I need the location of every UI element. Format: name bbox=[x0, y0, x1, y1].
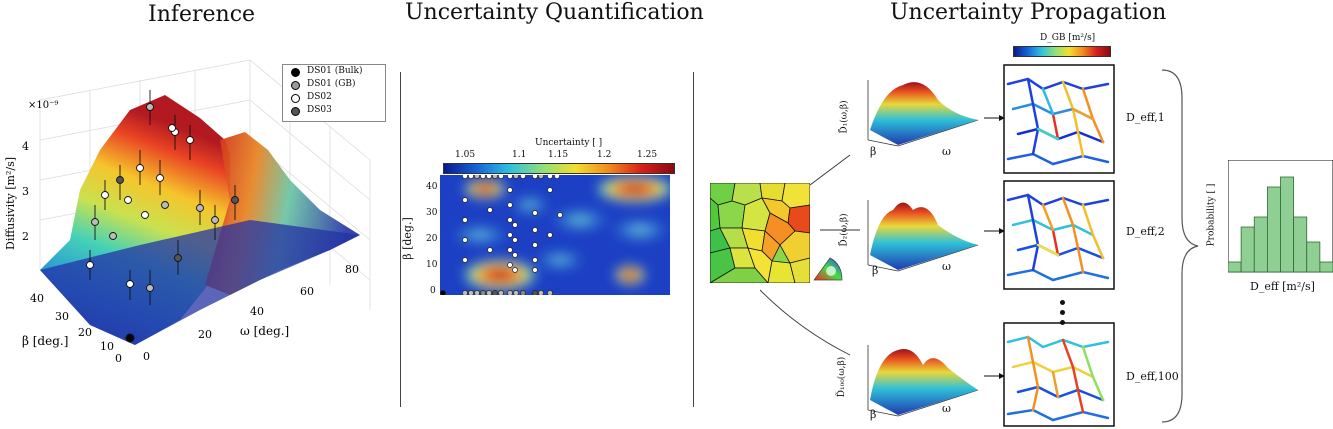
uq-y-label: β [deg.] bbox=[400, 217, 414, 260]
legend-label-ds02: DS02 bbox=[307, 92, 332, 102]
deff-label-2: D_eff,2 bbox=[1126, 225, 1165, 238]
uq-cbar-tick-1: 1.05 bbox=[455, 150, 476, 160]
z-tick-2: 2 bbox=[22, 230, 29, 243]
beta-tick-0: 0 bbox=[115, 352, 122, 365]
z-exponent: ×10⁻⁹ bbox=[28, 100, 58, 111]
uq-ytick-20: 20 bbox=[426, 234, 438, 244]
row1-beta-label: β bbox=[870, 145, 877, 158]
row2-func-label: D̃₂(ω,β) bbox=[839, 213, 850, 247]
surface-bottom bbox=[40, 220, 360, 345]
deff-histogram bbox=[1228, 160, 1333, 273]
surface-sample-1 bbox=[867, 80, 979, 147]
branch-connectors bbox=[760, 154, 860, 356]
row3-omega-label: ω bbox=[942, 402, 951, 415]
uq-top-markers bbox=[462, 175, 560, 179]
row3-beta-label: β bbox=[870, 408, 877, 421]
hist-y-label: Probability [ ] bbox=[1206, 183, 1217, 247]
histogram-bar bbox=[1253, 216, 1268, 273]
uq-cbar-tick-2: 1.1 bbox=[512, 150, 527, 160]
z-axis-label: Diffusivity [m²/s] bbox=[4, 157, 17, 250]
histogram-bar bbox=[1319, 261, 1333, 273]
inference-data-points bbox=[86, 90, 239, 343]
histogram-bar bbox=[1266, 186, 1281, 273]
ellipsis-dot-1 bbox=[1060, 300, 1065, 305]
z-tick-4: 4 bbox=[22, 140, 29, 153]
title-inference: Inference bbox=[148, 2, 256, 27]
uq-colorbar bbox=[443, 163, 675, 174]
gb-network-1 bbox=[1003, 64, 1115, 174]
omega-tick-0: 0 bbox=[143, 350, 150, 363]
deff-label-1: D_eff,1 bbox=[1126, 111, 1165, 124]
curly-brace bbox=[1161, 69, 1199, 423]
divider-left bbox=[400, 72, 401, 407]
inference-3d-surface-plot: ×10⁻⁹ 4 3 2 Diffusivity [m²/s] 40 30 20 … bbox=[4, 59, 371, 365]
legend-marker-bulk bbox=[291, 68, 300, 77]
title-uncertainty-propagation: Uncertainty Propagation bbox=[890, 0, 1167, 25]
input-microstructure bbox=[710, 183, 810, 283]
omega-axis-label: ω [deg.] bbox=[240, 324, 289, 338]
surface-sample-100 bbox=[867, 345, 979, 417]
row1-func-label: D̃₁(ω,β) bbox=[839, 100, 850, 134]
up-colorbar-title: D_GB [m²/s] bbox=[1040, 33, 1096, 43]
beta-tick-40: 40 bbox=[30, 292, 44, 305]
histogram-bar bbox=[1293, 216, 1308, 273]
beta-tick-10: 10 bbox=[100, 340, 114, 353]
uq-heatmap bbox=[440, 175, 670, 295]
histogram-bar bbox=[1228, 261, 1242, 273]
ellipsis-dot-3 bbox=[1060, 320, 1065, 325]
divider-right bbox=[693, 72, 694, 407]
legend-label-bulk: DS01 (Bulk) bbox=[307, 66, 363, 76]
uq-ytick-10: 10 bbox=[426, 260, 438, 270]
omega-tick-80: 80 bbox=[345, 263, 359, 276]
legend-marker-gb bbox=[291, 81, 300, 90]
histogram-bar bbox=[1306, 241, 1321, 273]
arrows bbox=[984, 115, 1005, 379]
gb-network-2 bbox=[1003, 180, 1115, 290]
title-uncertainty-quantification: Uncertainty Quantification bbox=[405, 0, 704, 25]
omega-tick-40: 40 bbox=[250, 305, 264, 318]
histogram-bar bbox=[1240, 226, 1255, 273]
legend-marker-ds02 bbox=[291, 94, 300, 103]
row1-omega-label: ω bbox=[942, 145, 951, 158]
uq-cbar-tick-4: 1.2 bbox=[597, 150, 612, 160]
row2-beta-label: β bbox=[872, 264, 879, 277]
row2-omega-label: ω bbox=[942, 260, 951, 273]
surface-sample-2 bbox=[867, 200, 979, 272]
uq-sample-points bbox=[462, 187, 563, 273]
uq-ytick-30: 30 bbox=[426, 208, 438, 218]
beta-axis-label: β [deg.] bbox=[22, 334, 68, 348]
legend-label-gb: DS01 (GB) bbox=[307, 79, 356, 89]
omega-tick-60: 60 bbox=[300, 285, 314, 298]
legend-marker-ds03 bbox=[291, 107, 300, 116]
beta-tick-30: 30 bbox=[55, 310, 69, 323]
uq-colorbar-title: Uncertainty [ ] bbox=[535, 138, 603, 148]
inference-legend: DS01 (Bulk) DS01 (GB) DS02 DS03 bbox=[282, 64, 386, 122]
hist-x-label: D_eff [m²/s] bbox=[1250, 280, 1315, 293]
uq-bottom-markers bbox=[440, 290, 553, 295]
uq-ytick-40: 40 bbox=[426, 182, 438, 192]
histogram-bars bbox=[1228, 176, 1333, 273]
omega-tick-20: 20 bbox=[198, 328, 212, 341]
gb-network-100 bbox=[1003, 322, 1115, 427]
uq-ytick-0: 0 bbox=[430, 286, 436, 296]
ellipsis-dot-2 bbox=[1060, 310, 1065, 315]
up-colorbar bbox=[1013, 46, 1111, 57]
histogram-bar bbox=[1280, 176, 1295, 273]
z-tick-3: 3 bbox=[22, 185, 29, 198]
uq-cbar-tick-5: 1.25 bbox=[637, 150, 658, 160]
ipf-color-key-icon bbox=[813, 257, 843, 281]
beta-tick-20: 20 bbox=[78, 326, 92, 339]
row3-func-label: D̃₁₀₀(ω,β) bbox=[837, 356, 848, 398]
uq-cbar-tick-3: 1.15 bbox=[548, 150, 569, 160]
legend-label-ds03: DS03 bbox=[307, 105, 332, 115]
deff-label-100: D_eff,100 bbox=[1126, 370, 1179, 383]
